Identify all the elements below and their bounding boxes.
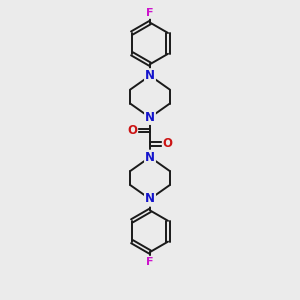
Text: O: O xyxy=(127,124,137,137)
Text: N: N xyxy=(145,111,155,124)
Text: F: F xyxy=(146,257,154,267)
Text: F: F xyxy=(146,8,154,18)
Text: N: N xyxy=(145,69,155,82)
Text: N: N xyxy=(145,193,155,206)
Text: N: N xyxy=(145,193,155,206)
Text: N: N xyxy=(145,151,155,164)
Text: O: O xyxy=(163,137,173,150)
